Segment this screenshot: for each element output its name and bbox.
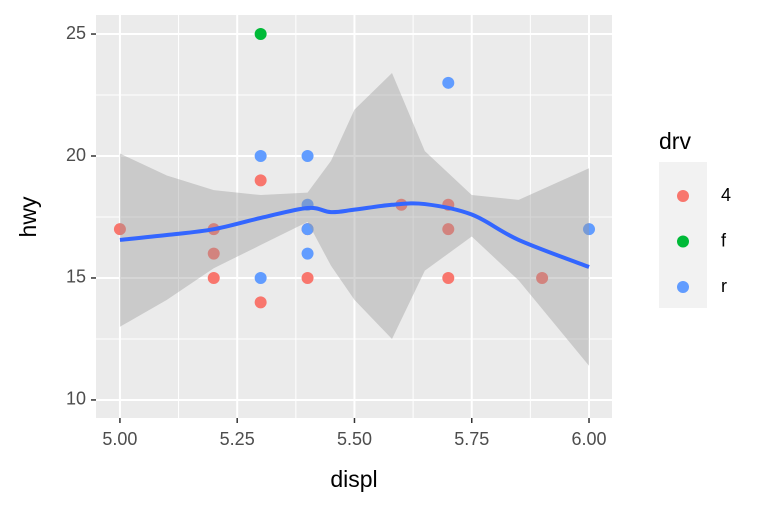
y-tick-label: 10 bbox=[66, 389, 86, 409]
point bbox=[301, 247, 314, 260]
point bbox=[301, 150, 314, 163]
confidence-band bbox=[119, 73, 590, 366]
point bbox=[207, 271, 220, 284]
point bbox=[113, 223, 126, 236]
point bbox=[301, 223, 314, 236]
point bbox=[301, 271, 314, 284]
legend-label: 4 bbox=[721, 185, 731, 205]
point bbox=[207, 247, 220, 260]
point bbox=[442, 223, 455, 236]
point bbox=[254, 271, 267, 284]
y-tick-label: 15 bbox=[66, 267, 86, 287]
point bbox=[254, 296, 267, 309]
point bbox=[254, 150, 267, 163]
y-axis-label: hwy bbox=[15, 196, 41, 237]
smooth-line bbox=[119, 201, 590, 269]
legend-key bbox=[677, 190, 689, 202]
y-tick-label: 20 bbox=[66, 145, 86, 165]
point bbox=[254, 174, 267, 187]
legend-label: r bbox=[721, 276, 727, 296]
legend-title: drv bbox=[659, 128, 691, 154]
x-tick-label: 5.75 bbox=[454, 429, 489, 449]
x-tick-label: 5.50 bbox=[337, 429, 372, 449]
x-tick-label: 6.00 bbox=[571, 429, 606, 449]
y-tick-label: 25 bbox=[66, 23, 86, 43]
x-tick-label: 5.25 bbox=[220, 429, 255, 449]
point bbox=[536, 271, 549, 284]
point bbox=[442, 271, 455, 284]
legend-label: f bbox=[721, 230, 727, 250]
x-axis-label: displ bbox=[330, 466, 377, 492]
legend-key bbox=[677, 235, 689, 248]
point bbox=[254, 28, 267, 41]
point bbox=[583, 223, 596, 236]
point bbox=[442, 76, 455, 89]
x-tick-label: 5.00 bbox=[102, 429, 137, 449]
legend-key bbox=[677, 281, 689, 293]
